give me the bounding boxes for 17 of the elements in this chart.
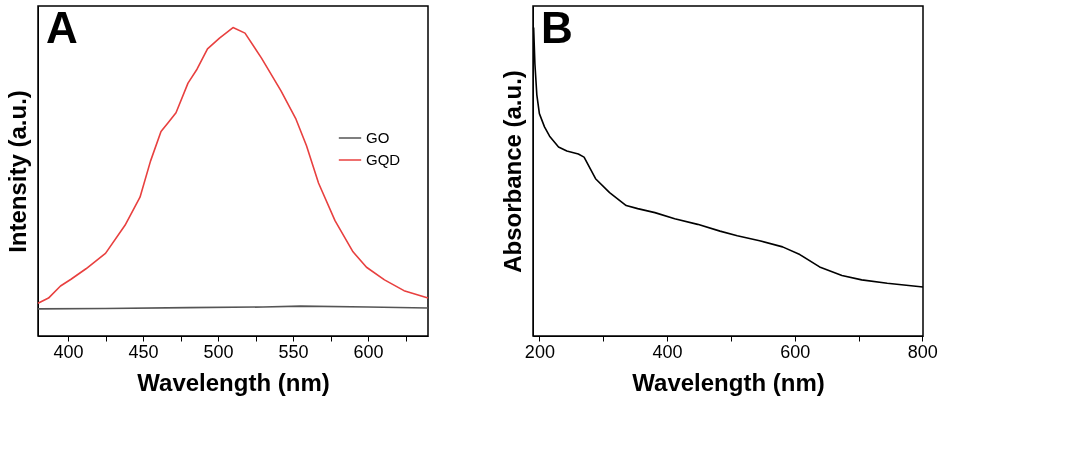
x-tick-label: 500 <box>203 341 234 362</box>
x-tick-label: 400 <box>53 341 84 362</box>
legend-label: GO <box>366 129 390 146</box>
x-tick-label: 600 <box>353 341 384 362</box>
x-tick-label: 600 <box>780 341 811 362</box>
chart-title: A <box>46 3 78 52</box>
x-tick-label: 450 <box>128 341 159 362</box>
x-axis-title: Wavelength (nm) <box>632 368 825 396</box>
y-axis-title: Absorbance (a.u.) <box>498 70 526 273</box>
y-axis-title: Intensity (a.u.) <box>3 90 31 253</box>
x-tick-label: 200 <box>524 341 555 362</box>
x-tick-label: 550 <box>278 341 309 362</box>
legend-label: GQD <box>366 151 401 168</box>
x-tick-label: 800 <box>907 341 938 362</box>
chart-title: B <box>541 3 573 52</box>
x-tick-label: 400 <box>652 341 683 362</box>
x-axis-title: Wavelength (nm) <box>137 368 330 396</box>
